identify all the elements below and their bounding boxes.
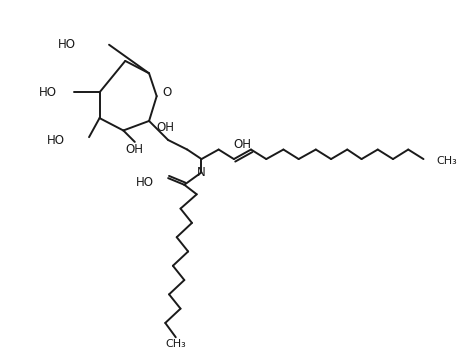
Text: OH: OH (157, 121, 174, 134)
Text: N: N (197, 166, 206, 179)
Text: CH₃: CH₃ (437, 156, 458, 166)
Text: HO: HO (136, 177, 154, 190)
Text: HO: HO (38, 86, 57, 99)
Text: CH₃: CH₃ (165, 339, 186, 349)
Text: OH: OH (126, 143, 144, 156)
Text: HO: HO (58, 38, 76, 51)
Text: HO: HO (47, 134, 65, 147)
Text: O: O (163, 86, 172, 99)
Text: OH: OH (234, 138, 252, 151)
